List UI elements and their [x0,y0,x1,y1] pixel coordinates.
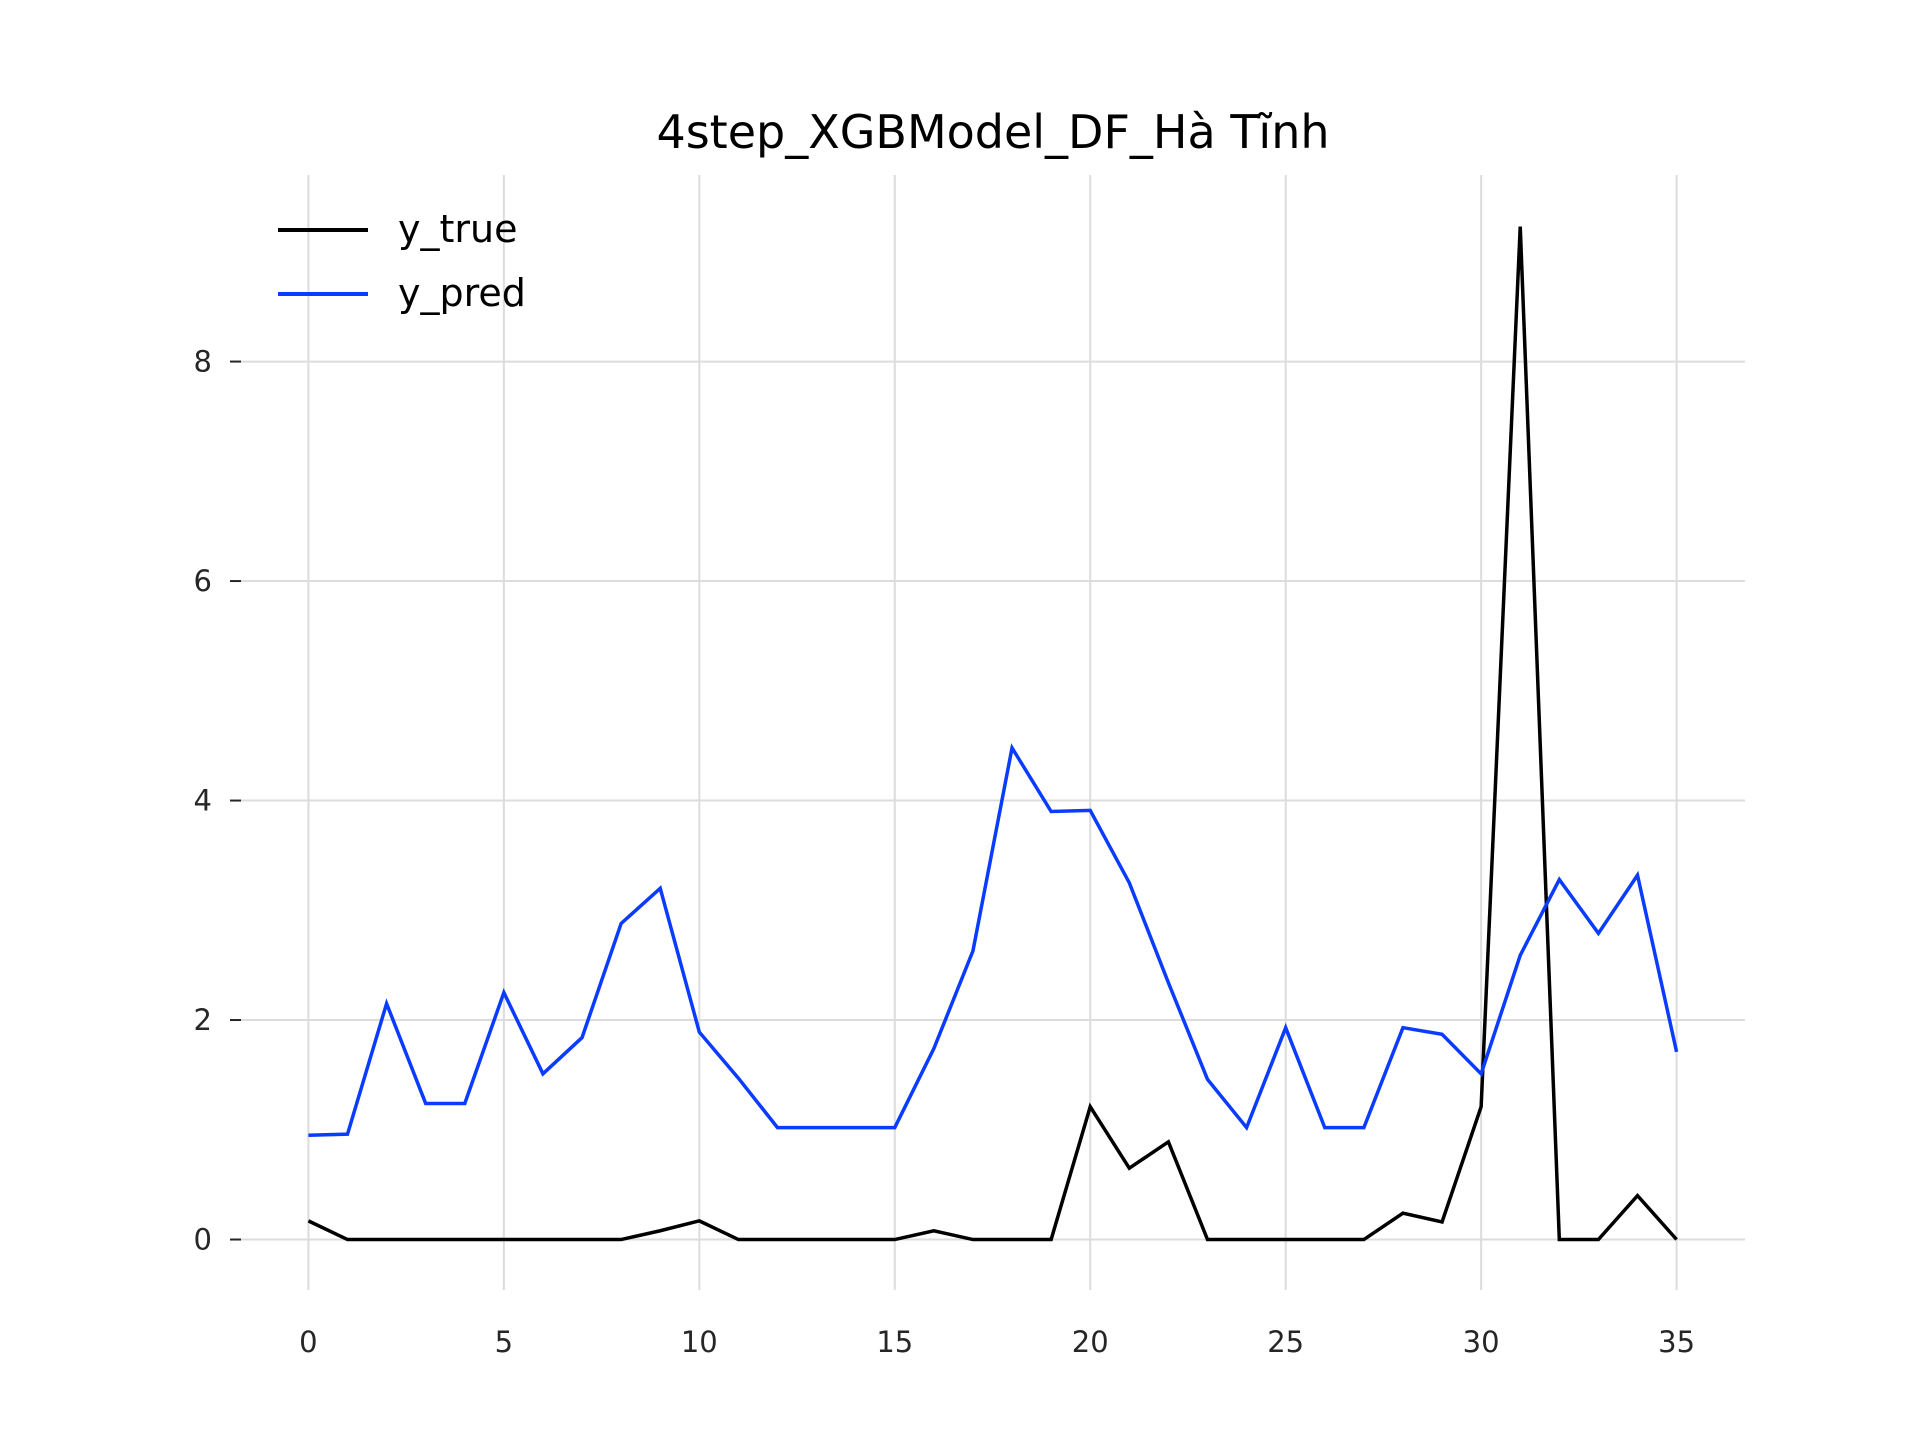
chart-title: 4step_XGBModel_DF_Hà Tĩnh [656,105,1329,159]
grid [240,175,1745,1290]
legend-label: y_true [398,207,517,251]
x-tick-label: 0 [299,1325,317,1359]
x-tick-label: 20 [1072,1325,1109,1359]
y-tick-label: 8 [194,345,212,379]
y-tick-label: 4 [194,784,212,818]
y-tick-label: 0 [194,1223,212,1257]
x-tick-label: 30 [1463,1325,1500,1359]
legend: y_true y_pred [278,207,526,315]
x-axis: 0 5 10 15 20 25 30 35 [299,1325,1695,1359]
y-tick-label: 6 [194,564,212,598]
y-axis: 0 2 4 6 8 [194,345,241,1257]
legend-label: y_pred [398,271,526,315]
series-line-y-true [307,226,1678,1242]
x-tick-label: 25 [1267,1325,1304,1359]
series-layer [307,226,1679,1242]
x-tick-label: 35 [1658,1325,1695,1359]
y-tick-label: 2 [194,1003,212,1037]
x-tick-label: 15 [876,1325,913,1359]
x-tick-label: 5 [495,1325,513,1359]
x-tick-label: 10 [681,1325,718,1359]
series-line-y-pred [308,743,1679,1138]
